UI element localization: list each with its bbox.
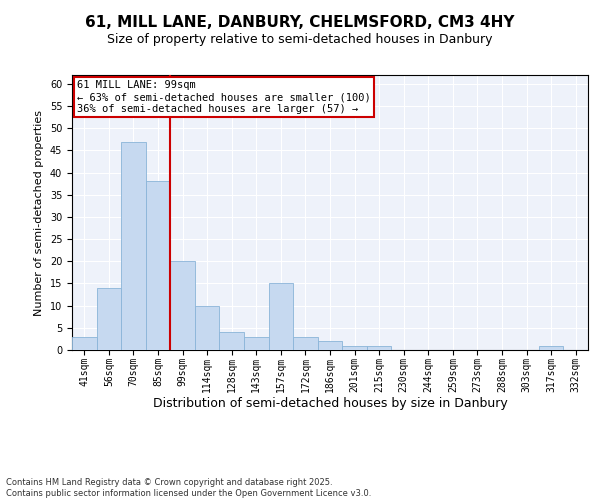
Bar [146, 182, 170, 350]
Bar [97, 288, 121, 350]
Text: 61 MILL LANE: 99sqm
← 63% of semi-detached houses are smaller (100)
36% of semi-: 61 MILL LANE: 99sqm ← 63% of semi-detach… [77, 80, 371, 114]
X-axis label: Distribution of semi-detached houses by size in Danbury: Distribution of semi-detached houses by … [152, 397, 508, 410]
Bar [293, 336, 318, 350]
Bar [318, 341, 342, 350]
Text: Size of property relative to semi-detached houses in Danbury: Size of property relative to semi-detach… [107, 32, 493, 46]
Bar [195, 306, 220, 350]
Bar [269, 284, 293, 350]
Bar [342, 346, 367, 350]
Y-axis label: Number of semi-detached properties: Number of semi-detached properties [34, 110, 44, 316]
Bar [539, 346, 563, 350]
Bar [72, 336, 97, 350]
Bar [121, 142, 146, 350]
Bar [220, 332, 244, 350]
Bar [170, 262, 195, 350]
Text: 61, MILL LANE, DANBURY, CHELMSFORD, CM3 4HY: 61, MILL LANE, DANBURY, CHELMSFORD, CM3 … [85, 15, 515, 30]
Text: Contains HM Land Registry data © Crown copyright and database right 2025.
Contai: Contains HM Land Registry data © Crown c… [6, 478, 371, 498]
Bar [244, 336, 269, 350]
Bar [367, 346, 391, 350]
